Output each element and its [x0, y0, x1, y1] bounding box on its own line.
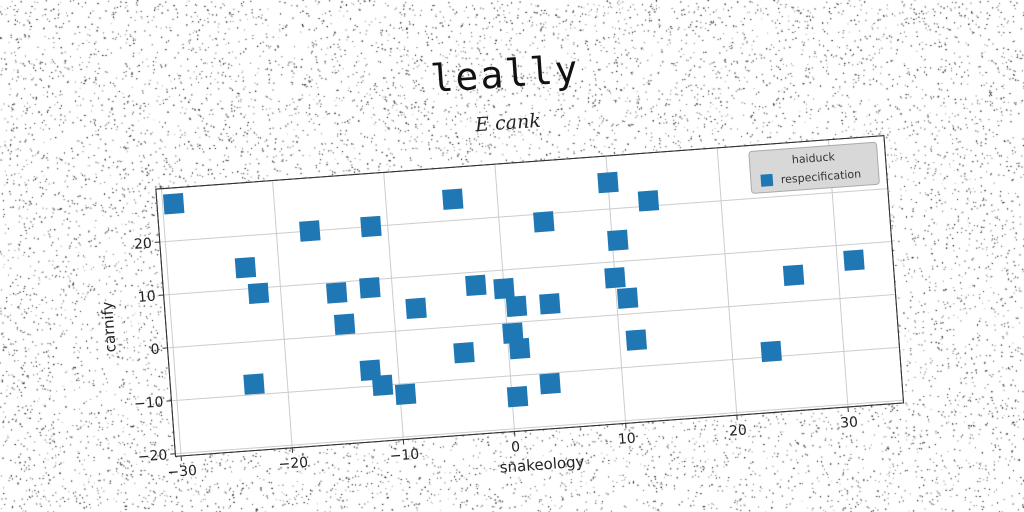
data-point	[453, 342, 475, 364]
y-axis-ticks: −20 −10 0 10 20	[133, 236, 176, 465]
y-tick-label: 20	[133, 236, 152, 253]
legend-marker	[760, 173, 774, 187]
y-tick-label: 10	[137, 289, 156, 306]
data-point	[539, 372, 561, 395]
x-tick-label: −10	[389, 447, 420, 465]
grid-line-x	[605, 156, 627, 424]
data-point	[506, 385, 529, 408]
x-tick-label: 0	[511, 439, 521, 456]
y-tick-label: −10	[133, 394, 164, 412]
grid-line-y	[167, 293, 896, 349]
data-point	[394, 383, 417, 405]
data-point	[405, 297, 427, 320]
x-tick-label: 20	[729, 422, 748, 439]
data-point	[597, 171, 619, 194]
x-axis-ticks: −30 −20 −10 0 10 20 30	[167, 406, 859, 481]
grid-line-x	[716, 147, 738, 416]
legend-title: haiduck	[791, 150, 836, 166]
data-point	[163, 193, 185, 215]
x-tick-label: −30	[167, 463, 198, 481]
data-point	[502, 322, 524, 344]
data-point	[234, 256, 257, 279]
grid-line-x	[160, 188, 182, 457]
y-tick-label: 0	[150, 341, 160, 358]
data-point	[505, 295, 528, 317]
data-point	[604, 267, 626, 289]
data-point	[843, 249, 865, 271]
legend-box	[748, 141, 880, 194]
data-point	[333, 313, 356, 335]
legend-series-label: respecification	[780, 167, 861, 186]
data-point	[637, 190, 660, 212]
x-axis-label: snakeology	[499, 452, 585, 476]
data-point	[539, 293, 561, 315]
data-point	[371, 374, 394, 397]
grid-lines	[159, 139, 904, 457]
data-point	[243, 373, 265, 395]
data-point	[326, 282, 348, 304]
legend: haiduck respecification	[748, 141, 880, 194]
x-tick-label: 30	[840, 414, 859, 431]
data-points	[163, 171, 865, 408]
grid-line-y	[175, 399, 904, 455]
data-point	[247, 282, 270, 305]
data-point	[442, 188, 464, 210]
x-tick-label: 10	[617, 431, 636, 448]
data-point	[607, 229, 629, 252]
data-point	[493, 277, 515, 300]
data-point	[782, 264, 805, 287]
grid-line-x	[272, 180, 293, 448]
grid-line-y	[159, 188, 888, 243]
data-point	[533, 211, 555, 233]
data-point	[508, 337, 531, 360]
data-point	[616, 287, 639, 309]
y-axis-label: carnify	[98, 301, 120, 353]
data-point	[359, 359, 382, 381]
plot-frame	[155, 135, 905, 457]
data-point	[465, 274, 487, 297]
data-point	[360, 215, 382, 238]
data-point	[299, 220, 321, 242]
grid-line-y	[163, 240, 892, 296]
y-tick-label: −20	[137, 447, 168, 465]
data-point	[625, 329, 648, 351]
data-point	[760, 340, 782, 363]
data-point	[359, 277, 381, 299]
x-tick-label: −20	[278, 455, 309, 473]
